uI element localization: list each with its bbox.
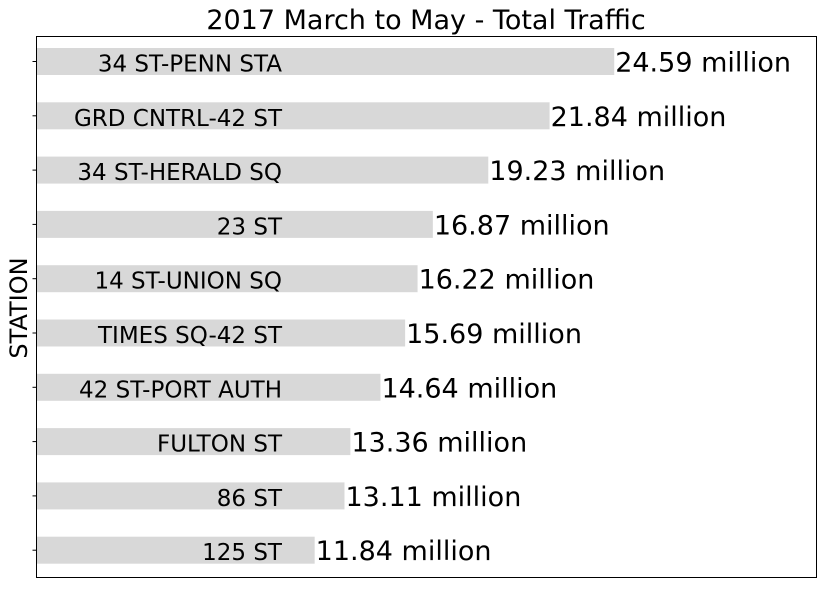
bar-category-label: 34 ST-PENN STA <box>98 52 282 78</box>
bar-value-label: 13.36 million <box>351 428 527 459</box>
bar-value-label: 11.84 million <box>316 536 492 567</box>
bar-value-label: 21.84 million <box>551 102 727 133</box>
bar-category-label: 34 ST-HERALD SQ <box>77 160 282 186</box>
bar-value-label: 16.87 million <box>434 210 610 241</box>
bar <box>36 482 345 510</box>
bar <box>36 319 406 347</box>
bar <box>36 373 381 401</box>
bar-value-label: 13.11 million <box>346 482 522 513</box>
bar-category-label: 125 ST <box>202 540 283 566</box>
chart-title: 2017 March to May - Total Traffic <box>206 5 645 36</box>
bar-category-label: TIMES SQ-42 ST <box>97 323 283 349</box>
bar-category-label: FULTON ST <box>157 432 283 458</box>
bar-value-label: 16.22 million <box>419 265 595 296</box>
bar-value-label: 19.23 million <box>489 156 665 187</box>
bar <box>36 102 550 130</box>
bar-category-label: 23 ST <box>217 214 283 240</box>
bar <box>36 48 615 75</box>
bar-category-label: 14 ST-UNION SQ <box>94 269 282 295</box>
y-axis-label: STATION <box>5 257 33 358</box>
bar <box>36 536 315 564</box>
bar-value-label: 14.64 million <box>381 373 557 404</box>
bars-layer: 34 ST-PENN STA 24.59 million GRD CNTRL-42 … <box>36 48 791 567</box>
bar-category-label: 42 ST-PORT AUTH <box>79 377 282 403</box>
bar <box>36 156 489 184</box>
bar-category-label: 86 ST <box>217 486 283 512</box>
plot-frame <box>36 36 817 578</box>
bar <box>36 428 351 456</box>
y-ticks-layer <box>32 61 37 551</box>
bar <box>36 210 433 238</box>
bar-category-label: GRD CNTRL-42 ST <box>74 106 283 132</box>
bar-value-label: 15.69 million <box>406 319 582 350</box>
bar <box>36 265 418 293</box>
bar-value-label: 24.59 million <box>615 48 791 79</box>
